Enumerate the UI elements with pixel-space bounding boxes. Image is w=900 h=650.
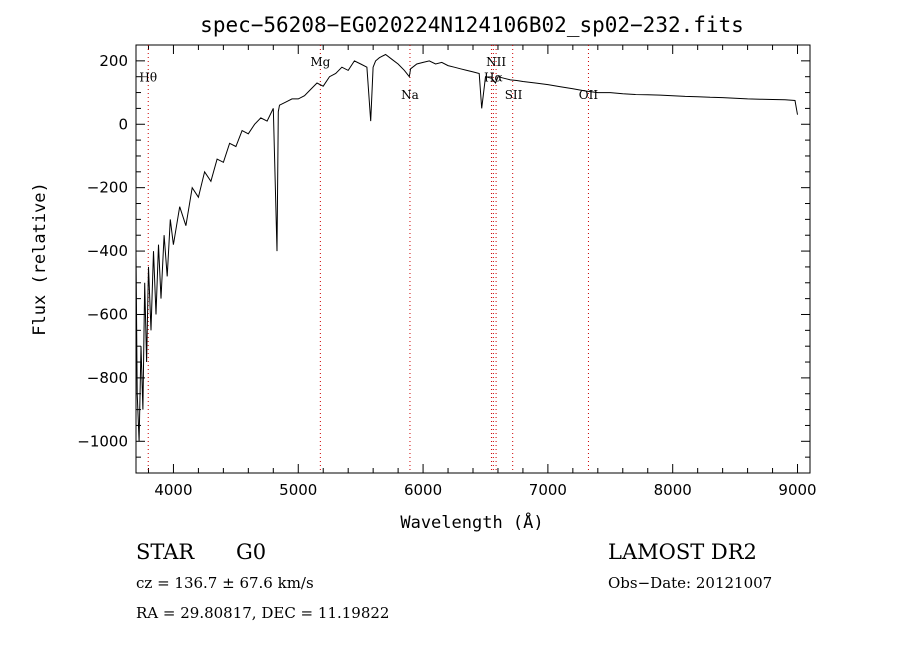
object-class: STAR <box>136 540 195 564</box>
y-tick-label: −1000 <box>77 432 128 450</box>
obs-date-text: Obs−Date: 20121007 <box>608 574 773 592</box>
y-axis-label: Flux (relative) <box>30 182 50 336</box>
x-tick-label: 5000 <box>279 481 317 499</box>
y-tick-label: −800 <box>87 369 128 387</box>
x-tick-label: 9000 <box>778 481 816 499</box>
x-tick-label: 7000 <box>529 481 567 499</box>
plot-frame <box>135 44 811 474</box>
chart-title: spec−56208−EG020224N124106B02_sp02−232.f… <box>200 13 744 37</box>
line-annotation: SII <box>505 88 523 102</box>
coordinates-text: RA = 29.80817, DEC = 11.19822 <box>136 604 390 622</box>
reference-lines <box>147 45 589 473</box>
y-tick-label: 200 <box>99 52 128 70</box>
x-tick-label: 8000 <box>654 481 692 499</box>
object-subclass: G0 <box>236 540 267 564</box>
velocity-text: cz = 136.7 ± 67.6 km/s <box>136 574 314 592</box>
x-axis-label: Wavelength (Å) <box>400 511 543 533</box>
line-annotation: Hα <box>484 70 503 84</box>
line-annotation: OII <box>579 88 599 102</box>
line-annotation: Mg <box>310 55 330 69</box>
survey-name: LAMOST DR2 <box>608 540 757 564</box>
axis-ticks: 4000 5000 6000 7000 8000 9000 200 0 −200 −400 −600… <box>77 45 817 499</box>
y-tick-label: −600 <box>87 305 128 323</box>
line-annotation: Na <box>401 88 419 102</box>
spectrum-line <box>135 53 798 442</box>
x-tick-label: 4000 <box>154 481 192 499</box>
line-annotation: NII <box>486 55 506 69</box>
y-tick-label: 0 <box>118 115 128 133</box>
y-tick-label: −400 <box>87 242 128 260</box>
x-tick-label: 6000 <box>404 481 442 499</box>
line-annotation: Hθ <box>139 70 157 84</box>
y-tick-label: −200 <box>87 179 128 197</box>
